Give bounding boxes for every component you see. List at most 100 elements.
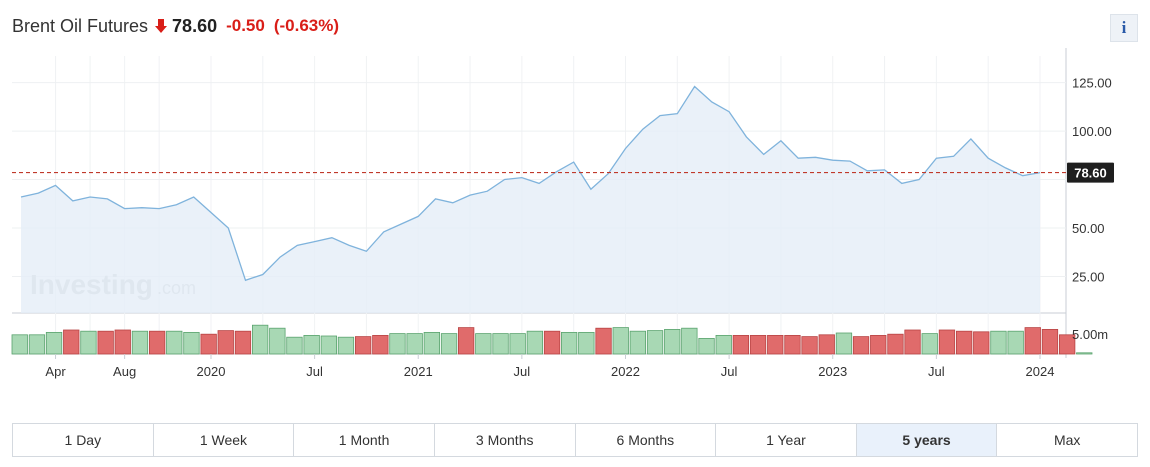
volume-bar <box>114 329 131 355</box>
volume-bar <box>543 330 561 355</box>
time-range-selector: 1 Day 1 Week 1 Month 3 Months 6 Months 1… <box>12 423 1138 457</box>
current-price-badge <box>1067 162 1114 183</box>
x-tick-label: 2022 <box>611 364 640 379</box>
volume-bar <box>148 330 166 355</box>
volume-bar <box>389 333 406 355</box>
volume-bar <box>45 331 63 355</box>
info-icon: i <box>1121 18 1127 37</box>
volume-bar <box>320 335 338 355</box>
volume-bar <box>80 330 97 355</box>
volume-bar <box>251 324 269 355</box>
volume-bar <box>629 330 646 355</box>
range-1-month[interactable]: 1 Month <box>294 424 435 456</box>
range-1-week[interactable]: 1 Week <box>153 424 295 456</box>
y-tick-label: 25.00 <box>1072 269 1105 284</box>
last-price: 78.60 <box>172 15 218 36</box>
volume-bar <box>835 332 853 355</box>
volume-bar <box>715 334 732 355</box>
price-chart[interactable]: Investing.com25.0050.00100.00125.0078.60… <box>0 0 1150 400</box>
volume-bar <box>200 333 217 355</box>
volume-tick-label: 5.00m <box>1072 327 1108 342</box>
price-line <box>20 85 1041 282</box>
volume-bar <box>784 334 801 355</box>
price-change-percent: (-0.63%) <box>273 16 340 35</box>
instrument-title: Brent Oil Futures <box>12 15 149 36</box>
volume-bar <box>1007 330 1024 355</box>
volume-bar <box>286 336 303 355</box>
instrument-header: Brent Oil Futures 78.60 -0.50 (-0.63%) <box>12 12 339 40</box>
volume-bar <box>131 330 149 355</box>
volume-bar <box>1024 327 1041 355</box>
volume-bar <box>749 334 767 355</box>
volume-bar <box>870 334 887 355</box>
x-tick-label: Jul <box>928 364 945 379</box>
price-area <box>21 86 1040 313</box>
volume-bar <box>1059 334 1076 355</box>
volume-bar <box>818 334 835 355</box>
volume-bar <box>646 330 664 355</box>
arrow-down-icon <box>155 19 168 33</box>
volume-bar <box>234 330 252 355</box>
x-tick-label: Apr <box>45 364 66 379</box>
range-5-years[interactable]: 5 years <box>856 424 998 456</box>
volume-bar <box>904 329 921 355</box>
range-1-year[interactable]: 1 Year <box>716 424 857 456</box>
volume-bar <box>852 336 870 355</box>
current-price-label: 78.60 <box>1074 166 1107 181</box>
y-tick-label: 50.00 <box>1072 221 1105 236</box>
x-tick-label: 2023 <box>818 364 847 379</box>
y-tick-label: 125.00 <box>1072 76 1112 91</box>
volume-bar <box>1076 352 1093 355</box>
volume-bar <box>372 334 389 355</box>
volume-bar <box>406 333 423 355</box>
volume-bar <box>956 330 973 355</box>
volume-bar <box>475 333 492 355</box>
volume-bar <box>457 327 475 355</box>
y-tick-label: 100.00 <box>1072 124 1112 139</box>
volume-bar <box>595 327 612 355</box>
volume-bar <box>612 327 629 355</box>
volume-bar <box>166 330 183 355</box>
x-tick-label: 2024 <box>1026 364 1055 379</box>
x-tick-label: 2020 <box>197 364 226 379</box>
volume-bar <box>973 331 990 355</box>
volume-bar <box>526 330 543 355</box>
volume-bar <box>887 333 904 355</box>
range-3-months[interactable]: 3 Months <box>434 424 576 456</box>
volume-bar <box>990 330 1007 355</box>
range-1-day[interactable]: 1 Day <box>13 424 154 456</box>
volume-bar <box>183 331 200 355</box>
volume-bar <box>561 331 578 355</box>
volume-bar <box>921 333 938 355</box>
volume-bar <box>97 330 114 355</box>
x-tick-label: Jul <box>721 364 738 379</box>
volume-bar <box>423 331 441 355</box>
volume-bar <box>440 333 458 355</box>
volume-bar <box>269 327 286 355</box>
volume-bar <box>801 336 818 355</box>
volume-bar <box>681 327 698 355</box>
volume-bar <box>354 336 372 355</box>
volume-bar <box>28 334 46 355</box>
x-tick-label: Jul <box>306 364 323 379</box>
volume-bar <box>509 333 526 355</box>
volume-bar <box>1041 328 1059 355</box>
volume-bar <box>938 329 956 355</box>
price-change: -0.50 <box>226 16 265 35</box>
volume-bar <box>578 331 595 355</box>
x-tick-label: 2021 <box>404 364 433 379</box>
volume-bar <box>63 329 80 355</box>
volume-bar <box>767 334 784 355</box>
volume-bar <box>732 334 749 355</box>
info-button[interactable]: i <box>1110 14 1138 42</box>
volume-bar <box>664 328 681 355</box>
volume-bar <box>492 333 509 355</box>
x-tick-label: Aug <box>113 364 136 379</box>
volume-bar <box>337 336 355 355</box>
x-tick-label: Jul <box>514 364 531 379</box>
volume-bar <box>698 337 715 355</box>
range-max[interactable]: Max <box>997 424 1137 456</box>
volume-bar <box>303 334 320 355</box>
volume-bar <box>217 330 234 355</box>
range-6-months[interactable]: 6 Months <box>575 424 717 456</box>
